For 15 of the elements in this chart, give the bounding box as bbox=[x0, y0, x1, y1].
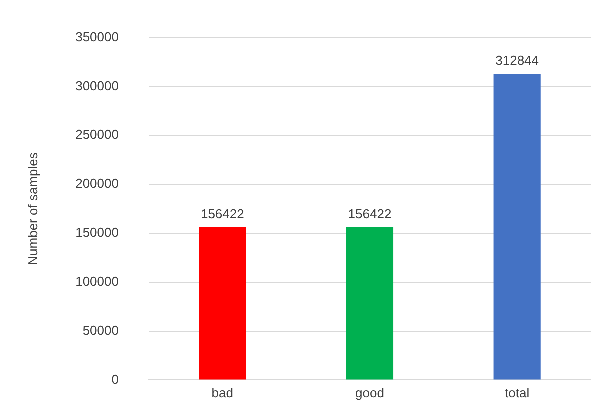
y-tick-label: 300000 bbox=[76, 78, 119, 94]
data-label: 156422 bbox=[200, 206, 244, 222]
data-label: 156422 bbox=[348, 206, 392, 222]
data-label: 312844 bbox=[496, 53, 540, 68]
y-tick-label: 50000 bbox=[82, 322, 119, 338]
x-tick-label: bad bbox=[212, 386, 234, 401]
x-tick-label: total bbox=[505, 386, 530, 401]
x-tick-label: good bbox=[356, 386, 384, 401]
y-tick-label: 100000 bbox=[76, 274, 119, 289]
y-tick-label: 200000 bbox=[76, 176, 119, 192]
y-tick-label: 0 bbox=[112, 372, 119, 387]
y-tick-label: 350000 bbox=[76, 29, 119, 44]
y-tick-label: 250000 bbox=[76, 127, 119, 142]
y-tick-label: 150000 bbox=[76, 225, 119, 240]
y-axis-title: Number of samples bbox=[25, 152, 40, 266]
